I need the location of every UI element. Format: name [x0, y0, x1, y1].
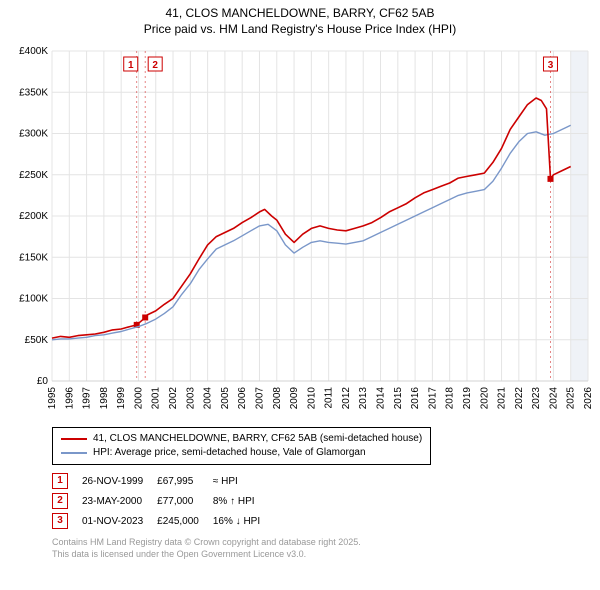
svg-text:£200K: £200K: [19, 211, 48, 222]
title-line-2: Price paid vs. HM Land Registry's House …: [6, 22, 594, 38]
svg-text:£350K: £350K: [19, 87, 48, 98]
svg-text:£300K: £300K: [19, 129, 48, 140]
svg-text:3: 3: [548, 60, 554, 71]
sale-price: £77,000: [157, 491, 213, 511]
svg-text:2014: 2014: [376, 387, 387, 410]
sale-note: 16% ↓ HPI: [213, 511, 274, 531]
svg-text:£100K: £100K: [19, 294, 48, 305]
svg-text:2004: 2004: [203, 387, 214, 410]
svg-text:2026: 2026: [583, 387, 594, 410]
svg-text:1999: 1999: [116, 387, 127, 410]
chart-svg: £0 £50K £100K £150K £200K £250K £300K £350K £400…: [6, 43, 594, 423]
svg-text:1996: 1996: [64, 387, 75, 410]
svg-text:2021: 2021: [497, 387, 508, 410]
svg-text:£400K: £400K: [19, 46, 48, 57]
svg-text:2: 2: [152, 60, 158, 71]
sale-row: 2 23-MAY-2000£77,0008% ↑ HPI: [52, 491, 274, 511]
sale-num-box: 3: [52, 513, 68, 529]
svg-text:£150K: £150K: [19, 252, 48, 263]
legend-row-2: HPI: Average price, semi-detached house,…: [61, 446, 422, 460]
svg-text:2002: 2002: [168, 387, 179, 410]
sale-date: 26-NOV-1999: [82, 471, 157, 491]
svg-text:2006: 2006: [237, 387, 248, 410]
sale-num-box: 1: [52, 473, 68, 489]
legend-box: 41, CLOS MANCHELDOWNE, BARRY, CF62 5AB (…: [52, 427, 431, 465]
footer-text: Contains HM Land Registry data © Crown c…: [52, 537, 594, 560]
svg-text:2016: 2016: [410, 387, 421, 410]
svg-text:£50K: £50K: [25, 335, 49, 346]
sale-note: ≈ HPI: [213, 471, 274, 491]
svg-text:£250K: £250K: [19, 170, 48, 181]
sale-price: £245,000: [157, 511, 213, 531]
sale-num-box: 2: [52, 493, 68, 509]
svg-text:2019: 2019: [462, 387, 473, 410]
svg-text:2005: 2005: [220, 387, 231, 410]
svg-text:2025: 2025: [566, 387, 577, 410]
svg-text:2011: 2011: [324, 387, 335, 409]
svg-text:£0: £0: [37, 376, 49, 387]
sale-date: 01-NOV-2023: [82, 511, 157, 531]
sale-row: 3 01-NOV-2023£245,00016% ↓ HPI: [52, 511, 274, 531]
svg-text:2000: 2000: [133, 387, 144, 410]
svg-text:2001: 2001: [151, 387, 162, 410]
legend-row-1: 41, CLOS MANCHELDOWNE, BARRY, CF62 5AB (…: [61, 432, 422, 446]
svg-text:1995: 1995: [47, 387, 58, 410]
svg-text:2007: 2007: [254, 387, 265, 410]
title-line-1: 41, CLOS MANCHELDOWNE, BARRY, CF62 5AB: [6, 6, 594, 22]
svg-text:2022: 2022: [514, 387, 525, 410]
svg-text:2024: 2024: [548, 387, 559, 410]
footer-line-2: This data is licensed under the Open Gov…: [52, 549, 306, 559]
svg-text:1: 1: [128, 60, 134, 71]
svg-text:2015: 2015: [393, 387, 404, 410]
sale-note: 8% ↑ HPI: [213, 491, 274, 511]
svg-text:2009: 2009: [289, 387, 300, 410]
svg-text:1997: 1997: [82, 387, 93, 410]
svg-text:2003: 2003: [185, 387, 196, 410]
sales-table: 1 26-NOV-1999£67,995≈ HPI 2 23-MAY-2000£77,…: [52, 471, 274, 531]
legend-swatch-1: [61, 438, 87, 440]
svg-text:2023: 2023: [531, 387, 542, 410]
svg-text:2020: 2020: [479, 387, 490, 410]
svg-text:2012: 2012: [341, 387, 352, 410]
legend-label-2: HPI: Average price, semi-detached house,…: [93, 446, 366, 460]
sale-row: 1 26-NOV-1999£67,995≈ HPI: [52, 471, 274, 491]
svg-text:2013: 2013: [358, 387, 369, 410]
sale-date: 23-MAY-2000: [82, 491, 157, 511]
svg-text:1998: 1998: [99, 387, 110, 410]
price-chart: £0 £50K £100K £150K £200K £250K £300K £350K £400…: [6, 43, 594, 423]
legend-swatch-2: [61, 452, 87, 454]
legend-label-1: 41, CLOS MANCHELDOWNE, BARRY, CF62 5AB (…: [93, 432, 422, 446]
svg-text:2017: 2017: [427, 387, 438, 410]
svg-text:2010: 2010: [306, 387, 317, 410]
sale-price: £67,995: [157, 471, 213, 491]
footer-line-1: Contains HM Land Registry data © Crown c…: [52, 537, 361, 547]
svg-text:2008: 2008: [272, 387, 283, 410]
svg-text:2018: 2018: [445, 387, 456, 410]
